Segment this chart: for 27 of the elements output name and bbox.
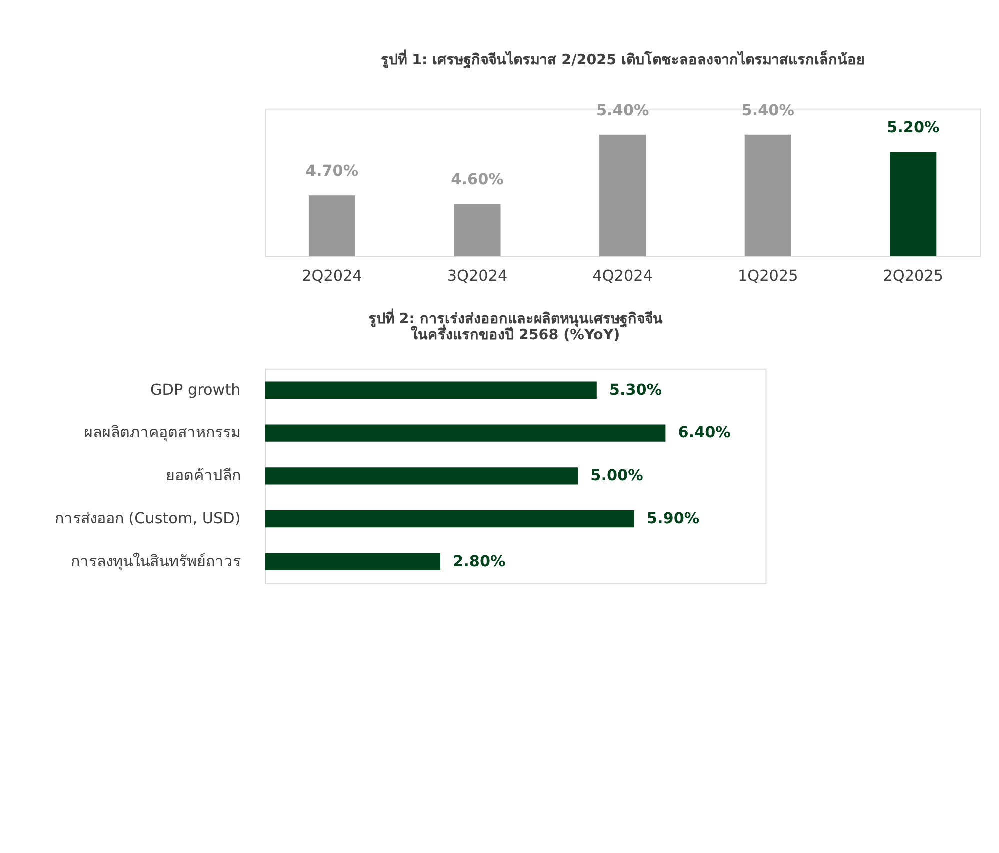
bar (265, 510, 634, 528)
data-label: 5.20% (887, 118, 940, 137)
y-tick-label: ผลผลิตภาคอุตสาหกรรม (84, 424, 241, 443)
data-label: 2.80% (453, 552, 506, 570)
bar (265, 468, 578, 485)
data-label: 5.00% (590, 466, 644, 485)
data-label: 5.90% (646, 510, 700, 528)
x-tick-label: 1Q2025 (738, 266, 798, 285)
bar (265, 424, 666, 442)
data-label: 4.60% (451, 170, 504, 189)
y-tick-label: GDP growth (150, 380, 241, 399)
x-tick-label: 4Q2024 (592, 266, 653, 285)
bar (265, 553, 441, 571)
y-tick-label: การลงทุนในสินทรัพย์ถาวร (70, 552, 241, 572)
data-label: 6.40% (678, 424, 731, 442)
chart-title: รูปที่ 2: การเร่งส่งออกและผลิตหนุนเศรษฐกิจจีน ในครึ่งแรกของปี 2568 (%YoY) (368, 307, 663, 344)
data-label: 4.70% (306, 162, 359, 180)
y-tick-label: การส่งออก (Custom, USD) (54, 510, 241, 528)
x-tick-label: 2Q2024 (302, 266, 362, 285)
data-label: 5.40% (596, 101, 650, 120)
y-tick-label: ยอดค้าปลีก (166, 466, 241, 485)
data-label: 5.40% (742, 101, 794, 120)
x-tick-label: 3Q2024 (447, 266, 508, 285)
bar (265, 382, 597, 399)
x-tick-label: 2Q2025 (883, 266, 944, 285)
data-label: 5.30% (609, 380, 662, 399)
chart-title: รูปที่ 1: เศรษฐกิจจีนไตรมาส 2/2025 เติบโตชะลอลงจากไตรมาสแรกเล็กน้อย (381, 48, 865, 70)
